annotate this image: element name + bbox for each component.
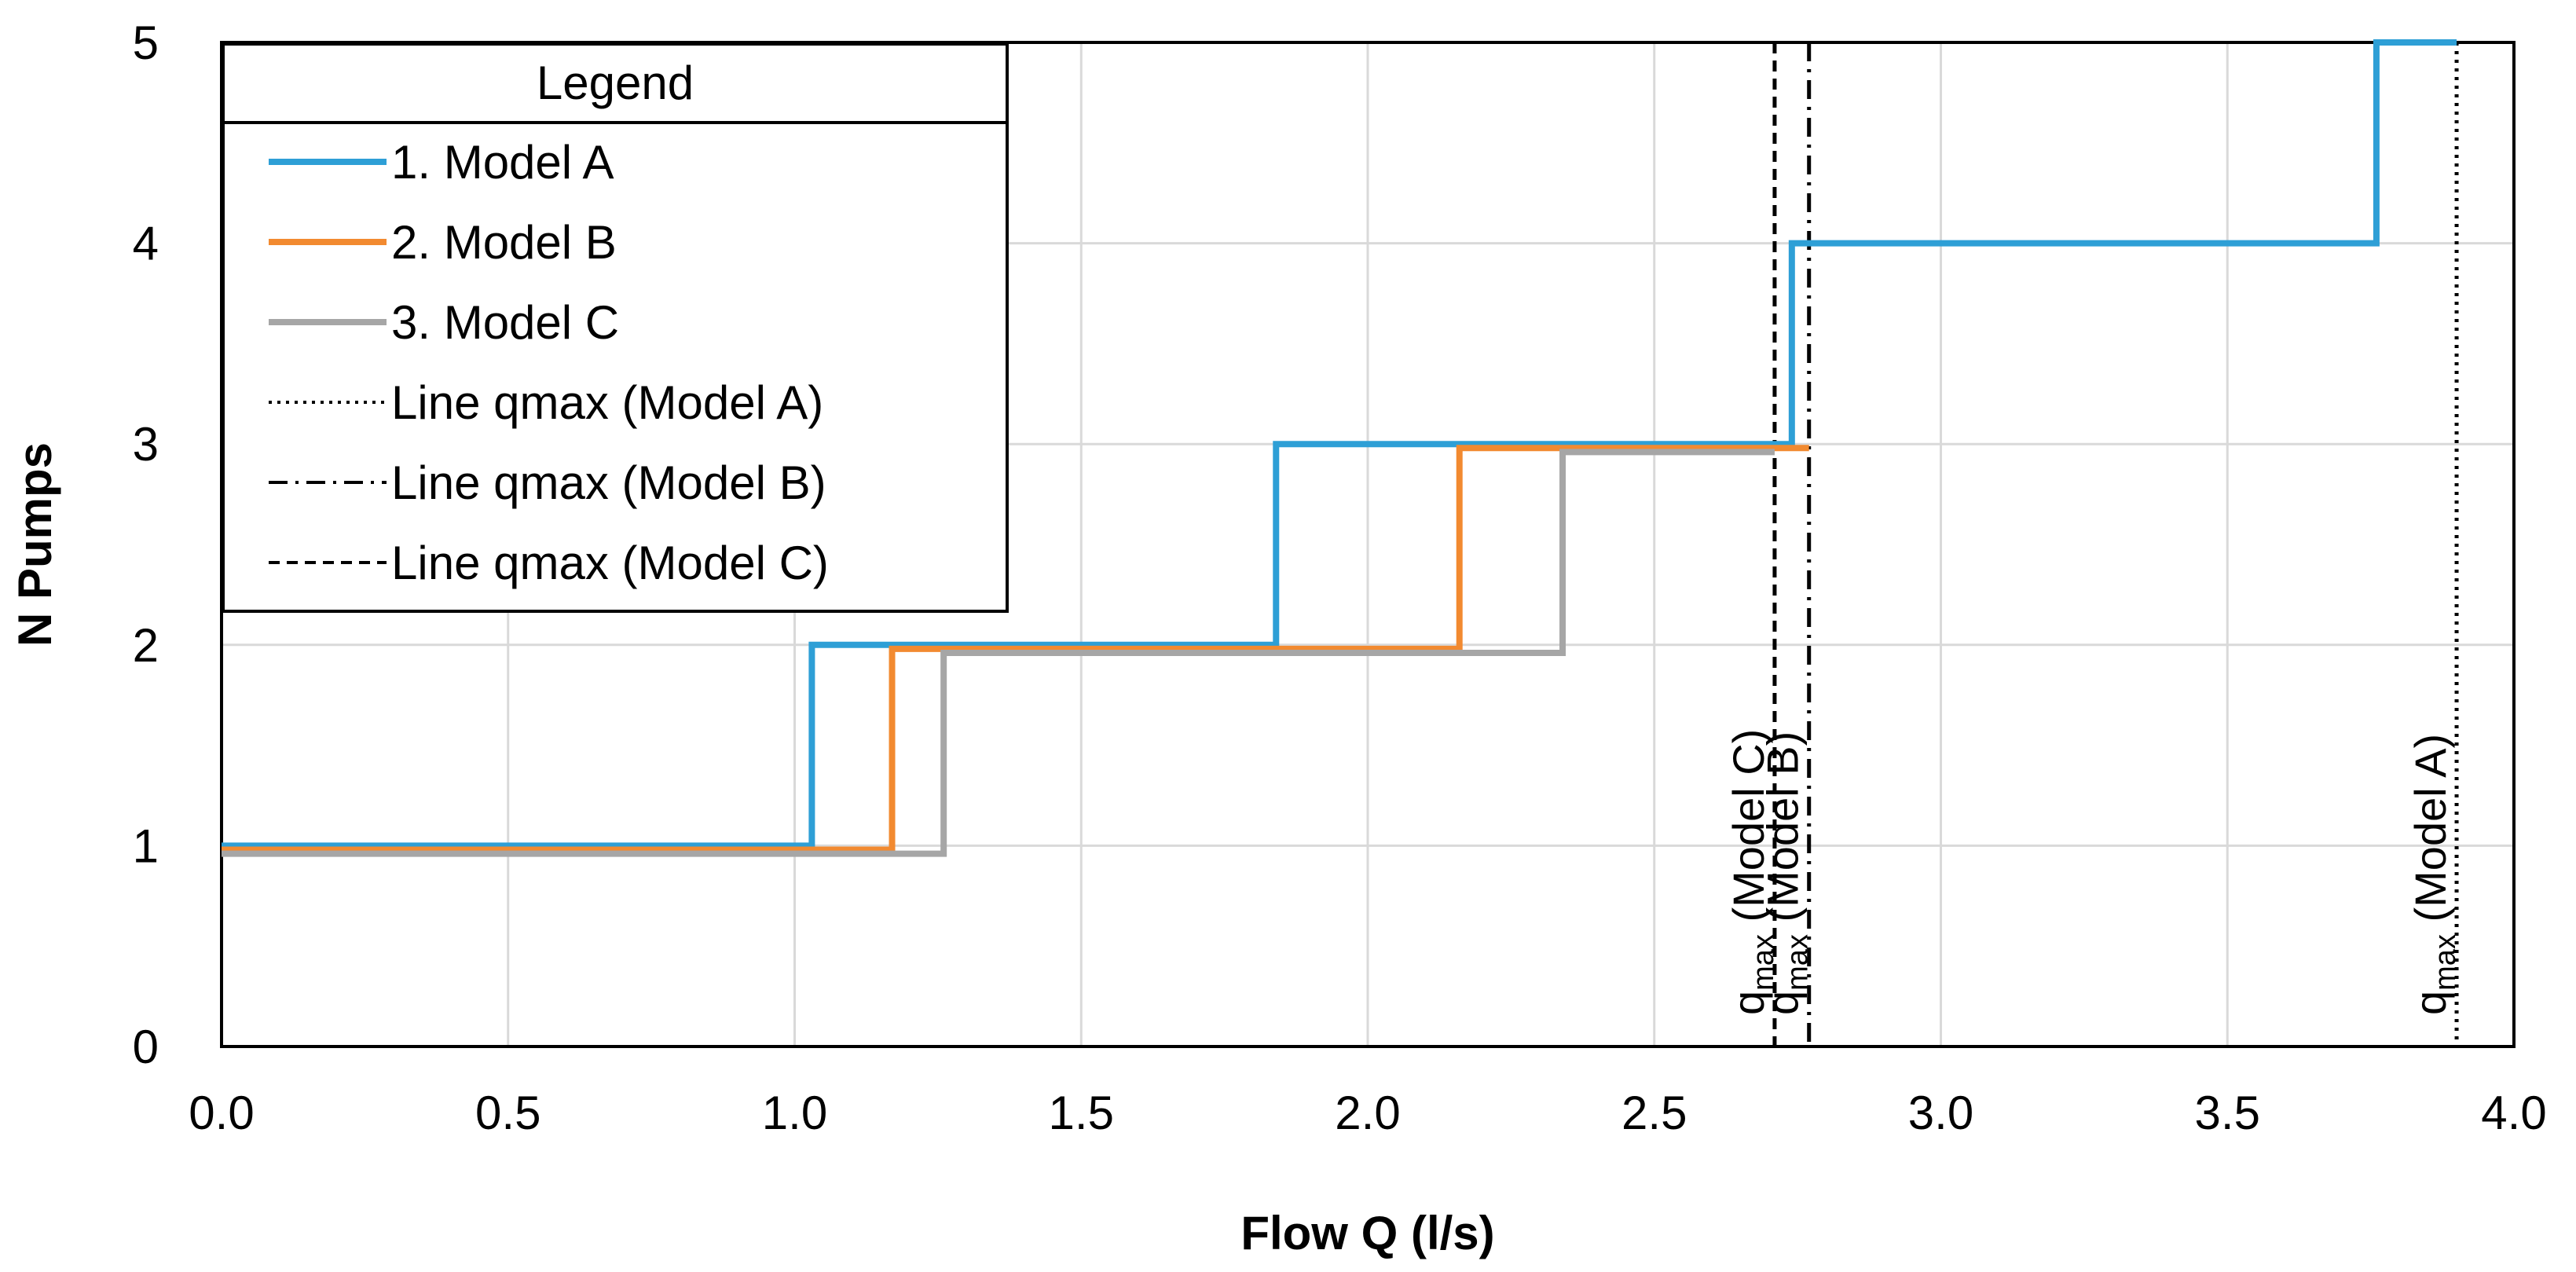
series-lines [222, 39, 2457, 857]
legend-label: Line qmax (Model C) [391, 537, 829, 589]
y-tick-label: 2 [133, 619, 159, 672]
legend-label: 2. Model B [391, 216, 617, 269]
qmax-label: qmax (Model C) [1724, 729, 1780, 1015]
x-tick-label: 3.5 [2195, 1087, 2260, 1139]
legend-title: Legend [537, 57, 694, 109]
legend-box [222, 42, 1009, 613]
x-tick-label: 0.0 [189, 1087, 254, 1139]
legend-label: 1. Model A [391, 136, 614, 189]
y-axis-title: N Pumps [9, 442, 61, 647]
x-tick-label: 1.0 [762, 1087, 827, 1139]
y-tick-label: 0 [133, 1021, 159, 1073]
x-tick-label: 3.0 [1908, 1087, 1973, 1139]
series-line [222, 445, 1809, 853]
y-tick-label: 5 [133, 16, 159, 69]
legend-label: Line qmax (Model B) [391, 456, 826, 509]
x-tick-label: 1.5 [1049, 1087, 1114, 1139]
qmax-label: qmax (Model A) [2406, 734, 2462, 1015]
legend-label: 3. Model C [391, 296, 619, 349]
qmax-lines: qmax (Model A) qmax (Model B)qmax (Model … [1724, 42, 2462, 1047]
series-line [222, 449, 1775, 857]
qmax-label: qmax (Model B) [1758, 731, 1815, 1015]
legend-entries: 1. Model A 2. Model B 3. Model C Line qmax … [269, 136, 829, 589]
x-tick-label: 4.0 [2481, 1087, 2546, 1139]
x-tick-label: 0.5 [475, 1087, 540, 1139]
legend-label: Line qmax (Model A) [391, 376, 823, 429]
x-tick-label: 2.5 [1621, 1087, 1687, 1139]
series-line [222, 39, 2457, 849]
y-tick-label: 1 [133, 819, 159, 872]
y-tick-label: 4 [133, 218, 159, 270]
y-axis-ticks: 0 1 2 3 4 5 [133, 16, 159, 1073]
x-axis-title: Flow Q (l/s) [1240, 1207, 1494, 1259]
x-tick-label: 2.0 [1335, 1087, 1400, 1139]
y-tick-label: 3 [133, 418, 159, 471]
legend: Legend 1. Model A 2. Model B 3. Model C Lin… [222, 42, 1009, 613]
x-axis-ticks: 0.0 0.5 1.0 1.5 2.0 2.5 3.0 3.5 4.0 [189, 1087, 2546, 1139]
